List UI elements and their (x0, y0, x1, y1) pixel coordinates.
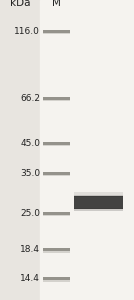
Bar (74, 195, 123, 197)
Bar (43, 100, 70, 101)
Bar (40, 0, 134, 300)
Text: 116.0: 116.0 (14, 27, 40, 36)
Text: 35.0: 35.0 (20, 169, 40, 178)
Bar (43, 278, 70, 280)
Text: 66.2: 66.2 (20, 94, 40, 103)
Bar (43, 142, 70, 145)
Text: 45.0: 45.0 (20, 139, 40, 148)
Bar (74, 192, 123, 195)
Bar (43, 33, 70, 34)
Bar (43, 251, 70, 253)
Text: 25.0: 25.0 (20, 209, 40, 218)
Text: kDa: kDa (10, 0, 30, 8)
Bar (43, 145, 70, 146)
Bar (74, 196, 123, 209)
Bar (43, 280, 70, 282)
Text: M: M (52, 0, 61, 8)
Bar (43, 97, 70, 100)
Text: 14.4: 14.4 (20, 274, 40, 284)
Bar (43, 212, 70, 215)
Bar (43, 30, 70, 33)
Bar (43, 215, 70, 216)
Bar (43, 172, 70, 175)
Bar (43, 248, 70, 251)
Bar (74, 208, 123, 211)
Bar (43, 175, 70, 176)
Text: 18.4: 18.4 (20, 245, 40, 254)
